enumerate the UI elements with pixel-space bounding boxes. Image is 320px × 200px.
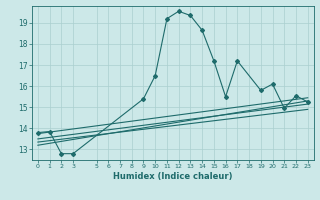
X-axis label: Humidex (Indice chaleur): Humidex (Indice chaleur) (113, 172, 233, 181)
